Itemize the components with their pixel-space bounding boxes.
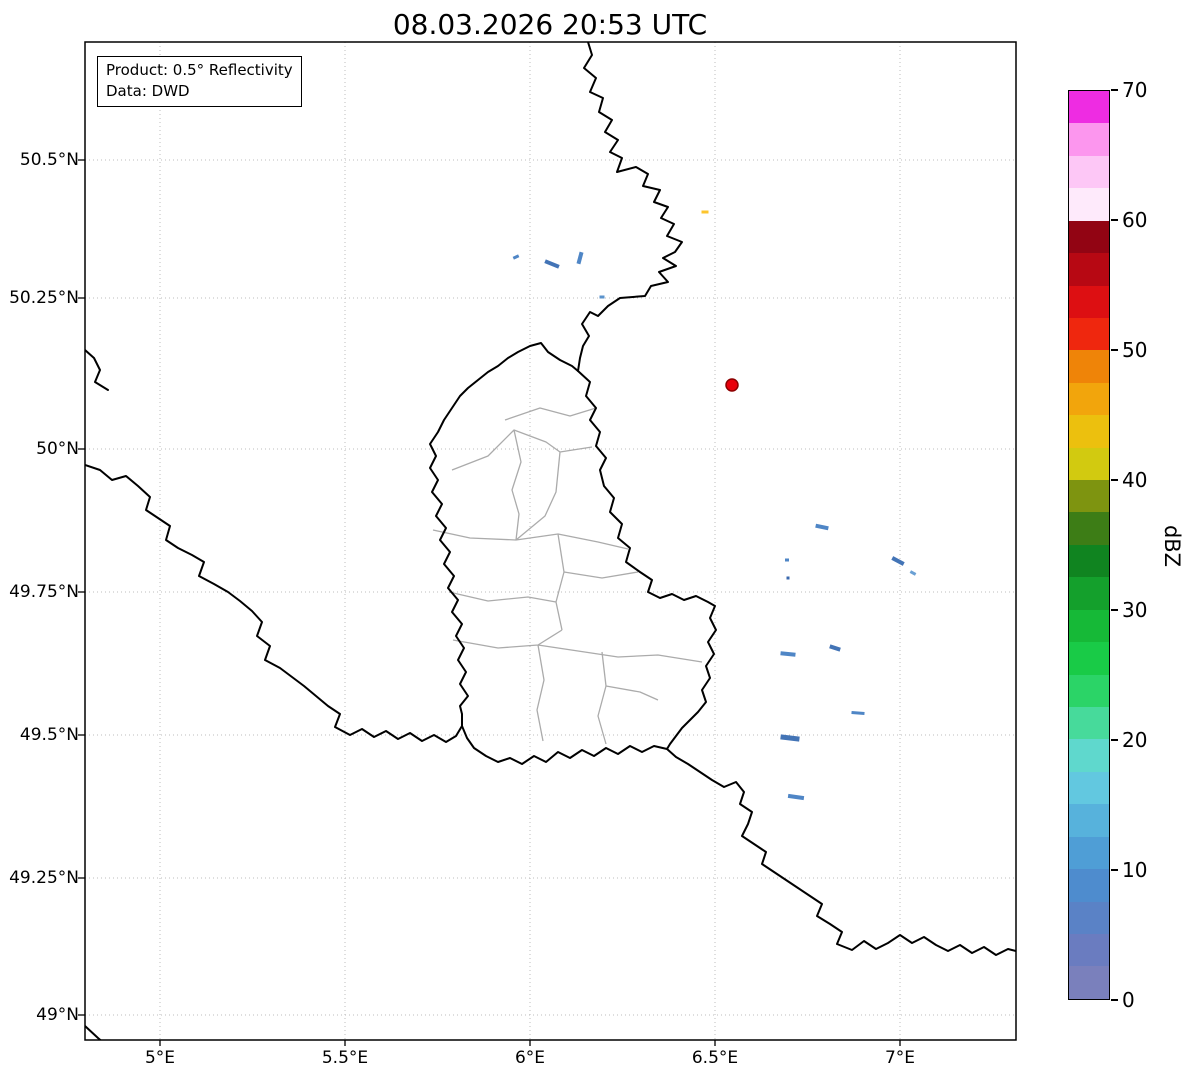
y-tick-label: 50.25°N <box>9 288 79 308</box>
colorbar-tickmark <box>1111 869 1118 871</box>
y-tick-label: 49°N <box>36 1005 79 1025</box>
radar-echo <box>787 793 805 801</box>
radar-echo <box>909 570 917 576</box>
colorbar-tick-label: 70 <box>1122 78 1148 102</box>
colorbar-tickmark <box>1111 89 1118 91</box>
canton-borders <box>432 407 703 745</box>
colorbar-segment <box>1069 447 1109 481</box>
colorbar-tickmark <box>1111 739 1118 741</box>
x-tick-label: 6.5°E <box>691 1048 739 1068</box>
colorbar-tick-label: 40 <box>1122 468 1148 492</box>
radar-echo <box>599 295 605 299</box>
colorbar-tickmark <box>1111 999 1118 1001</box>
colorbar-segment <box>1069 415 1109 448</box>
radar-echo <box>829 644 841 652</box>
radar-echo <box>851 711 865 715</box>
radar-echo <box>786 576 790 580</box>
annotation-product: Product: 0.5° Reflectivity <box>106 61 293 79</box>
radar-site-marker <box>725 378 739 392</box>
colorbar-segment <box>1069 804 1109 837</box>
border-belgium-france <box>85 464 463 743</box>
colorbar-segment <box>1069 382 1109 416</box>
colorbar-segment <box>1069 480 1109 513</box>
plot-title: 08.03.2026 20:53 UTC <box>392 8 708 41</box>
colorbar-segment <box>1069 836 1109 870</box>
y-tick-label: 50°N <box>36 439 79 459</box>
colorbar-tick-label: 20 <box>1122 728 1148 752</box>
y-tick-label: 49.25°N <box>9 868 79 888</box>
colorbar-segment <box>1069 707 1109 740</box>
border-france-germany <box>666 748 1016 956</box>
x-tick-label: 5.5°E <box>321 1048 369 1068</box>
colorbar-segment <box>1069 674 1109 708</box>
axis-ticks <box>78 159 901 1046</box>
colorbar-segment <box>1069 933 1109 967</box>
colorbar-unit-label: dBZ <box>1160 524 1184 568</box>
colorbar-tickmark <box>1111 349 1118 351</box>
colorbar-tick-label: 60 <box>1122 208 1148 232</box>
colorbar-segment <box>1069 350 1109 383</box>
border-luxembourg <box>429 342 717 765</box>
colorbar-segment <box>1069 869 1109 902</box>
radar-echo <box>815 523 829 531</box>
colorbar-segment <box>1069 771 1109 805</box>
y-tick-label: 49.75°N <box>9 582 79 602</box>
colorbar-tick-label: 10 <box>1122 858 1148 882</box>
colorbar-segment <box>1069 642 1109 675</box>
radar-echo <box>780 651 796 657</box>
colorbar-tickmark <box>1111 609 1118 611</box>
radar-echo <box>544 259 560 269</box>
border-fragment-west <box>85 349 109 391</box>
colorbar-tick-label: 50 <box>1122 338 1148 362</box>
border-germany-belgium <box>577 42 683 372</box>
colorbar-segment <box>1069 155 1109 189</box>
radar-echo <box>701 210 709 214</box>
colorbar-segment <box>1069 285 1109 318</box>
colorbar-segment <box>1069 512 1109 545</box>
colorbar-segment <box>1069 317 1109 351</box>
x-tick-label: 6°E <box>514 1048 546 1068</box>
colorbar-segment <box>1069 577 1109 610</box>
colorbar-tickmark <box>1111 219 1118 221</box>
colorbar-segment <box>1069 739 1109 772</box>
border-fragment-corner <box>85 1025 102 1040</box>
colorbar-segment <box>1069 609 1109 643</box>
x-tick-label: 7°E <box>884 1048 916 1068</box>
colorbar-segment <box>1069 253 1109 286</box>
y-tick-label: 49.5°N <box>19 725 79 745</box>
colorbar-tickmark <box>1111 479 1118 481</box>
colorbar-segment <box>1069 123 1109 156</box>
colorbar-segment <box>1069 544 1109 578</box>
colorbar-segment <box>1069 901 1109 934</box>
y-tick-label: 50.5°N <box>19 150 79 170</box>
colorbar-segment <box>1069 966 1109 999</box>
radar-echo <box>780 734 800 742</box>
gridlines <box>85 42 1016 1040</box>
colorbar-segment <box>1069 91 1109 124</box>
x-tick-label: 5°E <box>144 1048 176 1068</box>
radar-echo <box>891 556 905 566</box>
colorbar-tick-label: 30 <box>1122 598 1148 622</box>
radar-echoes <box>512 210 917 801</box>
colorbar-tick-label: 0 <box>1122 988 1135 1012</box>
radar-echo <box>785 558 789 562</box>
plot-frame <box>84 41 1017 1041</box>
radar-echo <box>576 251 584 265</box>
product-annotation: Product: 0.5° Reflectivity Data: DWD <box>97 56 302 107</box>
colorbar <box>1068 90 1110 1000</box>
colorbar-segment <box>1069 220 1109 254</box>
colorbar-segment <box>1069 188 1109 221</box>
annotation-source: Data: DWD <box>106 82 190 100</box>
radar-echo <box>512 254 520 260</box>
